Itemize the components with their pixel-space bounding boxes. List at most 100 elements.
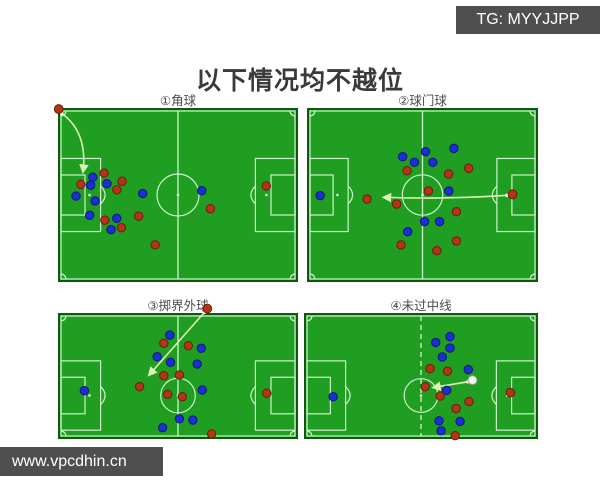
red-player-dot (134, 382, 145, 392)
red-player-dot (425, 363, 435, 374)
blue-player-dot (409, 157, 420, 167)
blue-player-dot (197, 385, 207, 395)
red-player-dot (174, 370, 185, 380)
blue-player-dot (463, 364, 473, 375)
blue-player-dot (428, 157, 438, 167)
red-player-dot (116, 223, 127, 233)
red-player-dot (435, 391, 445, 401)
blue-player-dot (315, 190, 325, 201)
blue-player-dot (436, 426, 446, 436)
blue-player-dot (79, 386, 90, 396)
red-player-dot (261, 181, 272, 191)
red-player-dot (396, 240, 406, 250)
blue-player-dot (84, 210, 95, 221)
red-player-dot (162, 389, 173, 399)
blue-player-dot (419, 216, 430, 227)
red-player-dot (117, 176, 127, 186)
pass-arrow (147, 311, 205, 377)
red-player-dot (451, 403, 461, 414)
red-player-dot (402, 165, 412, 176)
red-player-dot (464, 396, 474, 407)
soccer-field-svg (58, 303, 298, 439)
blue-player-dot (90, 196, 100, 206)
soccer-field-throw-in (58, 303, 298, 439)
blue-player-dot (152, 352, 162, 362)
blue-player-dot (165, 357, 176, 367)
red-player-dot (451, 207, 462, 217)
red-player-dot (100, 215, 110, 225)
blue-player-dot (437, 352, 447, 362)
blue-player-dot (106, 224, 116, 235)
blue-player-dot (165, 330, 175, 340)
blue-player-dot (442, 385, 452, 396)
red-player-dot (443, 169, 454, 179)
panel-corner-kick: ①角球 (53, 94, 298, 282)
red-player-dot (206, 429, 217, 439)
blue-player-dot (112, 213, 122, 224)
red-player-dot (183, 341, 194, 351)
red-player-dot (159, 371, 169, 381)
red-player-dot (177, 391, 188, 402)
red-player-dot (133, 211, 144, 221)
panel-label-throw-in: ③掷界外球 (147, 299, 209, 313)
soccer-field-svg (307, 108, 538, 282)
red-player-dot (420, 382, 430, 392)
red-player-dot (99, 168, 109, 178)
blue-player-dot (197, 185, 207, 196)
pass-arrow (61, 112, 89, 174)
red-player-dot (505, 387, 516, 398)
blue-player-dot (102, 178, 112, 189)
soccer-field-svg (304, 313, 538, 441)
red-player-dot (362, 194, 372, 204)
blue-player-dot (403, 227, 413, 237)
blue-player-dot (449, 143, 459, 154)
blue-player-dot (196, 343, 206, 353)
page-title: 以下情况均不越位 (195, 67, 404, 95)
ball (467, 375, 478, 386)
panel-label-not-past-midline: ④未过中线 (390, 299, 452, 313)
blue-player-dot (138, 188, 148, 199)
red-player-dot (450, 431, 460, 441)
red-player-dot (391, 199, 402, 209)
pass-arrow (431, 381, 468, 392)
ball (202, 303, 213, 314)
panel-goal-kick: ②球门球 (307, 94, 538, 282)
blue-player-dot (157, 422, 168, 433)
blue-player-dot (445, 343, 455, 353)
red-player-dot (159, 338, 169, 348)
panel-throw-in: ③掷界外球 (58, 299, 298, 439)
red-player-dot (442, 366, 453, 376)
blue-player-dot (444, 186, 454, 196)
blue-player-dot (174, 414, 185, 424)
red-player-dot (432, 245, 442, 256)
blue-player-dot (434, 216, 445, 227)
panel-label-corner-kick: ①角球 (159, 94, 197, 108)
panel-not-past-midline: ④未过中线 (304, 299, 538, 441)
red-player-dot (262, 388, 272, 398)
blue-player-dot (455, 416, 465, 427)
blue-player-dot (434, 416, 444, 426)
blue-player-dot (85, 180, 96, 190)
soccer-field-goal-kick (307, 108, 538, 282)
red-player-dot (464, 163, 474, 174)
ball (507, 189, 518, 200)
red-player-dot (112, 185, 122, 195)
panel-label-goal-kick: ②球门球 (398, 94, 447, 108)
ball (53, 104, 64, 114)
blue-player-dot (328, 391, 338, 402)
soccer-field-not-past-midline (304, 313, 538, 441)
blue-player-dot (192, 359, 202, 369)
blue-player-dot (445, 331, 455, 342)
red-player-dot (451, 236, 462, 246)
pass-arrow (381, 192, 507, 203)
soccer-field-svg (53, 104, 298, 282)
soccer-field-corner-kick (53, 104, 298, 282)
blue-player-dot (71, 191, 81, 201)
red-player-dot (205, 204, 216, 214)
red-player-dot (150, 240, 160, 250)
telegram-watermark-badge: TG: MYYJJPP (456, 6, 600, 34)
red-player-dot (423, 186, 434, 196)
blue-player-dot (88, 172, 98, 182)
blue-player-dot (420, 146, 431, 157)
blue-player-dot (431, 337, 441, 348)
